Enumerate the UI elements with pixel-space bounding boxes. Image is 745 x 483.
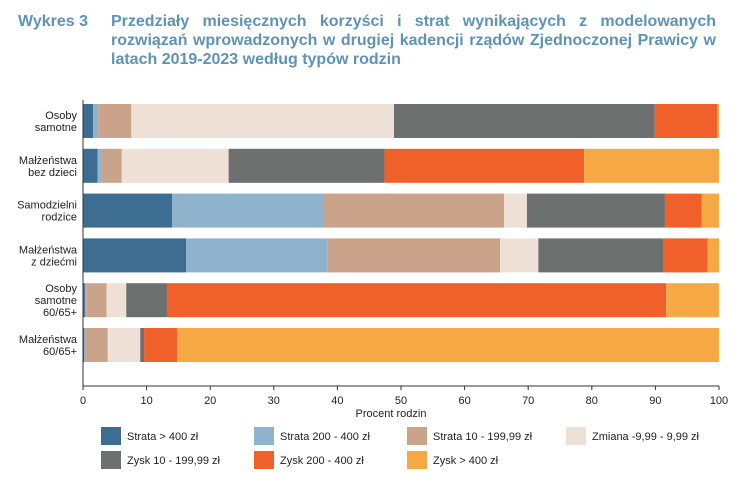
legend-swatch xyxy=(254,451,274,469)
x-tick-label: 20 xyxy=(204,395,216,407)
legend-label: Strata 200 - 400 zł xyxy=(280,431,370,443)
category-label: z dziećmi xyxy=(31,256,77,268)
bar-segment xyxy=(106,283,127,318)
bar-segment xyxy=(83,148,98,183)
bar-segment xyxy=(500,238,539,273)
category-label: Osoby xyxy=(45,110,77,122)
category-label: 60/65+ xyxy=(43,307,77,319)
bar-segment xyxy=(83,283,85,318)
bar-segment xyxy=(83,238,187,273)
bar-segment xyxy=(384,148,585,183)
bar-segment xyxy=(83,328,85,362)
bar-segment xyxy=(707,238,719,273)
bar-segment xyxy=(107,328,141,362)
bar-segment xyxy=(166,283,667,318)
category-label: Osoby xyxy=(45,283,77,295)
bar-segment xyxy=(654,104,718,138)
x-tick-label: 70 xyxy=(522,395,534,407)
x-axis-label: Procent rodzin xyxy=(356,408,427,420)
bar-segment xyxy=(228,148,385,183)
legend-label: Zysk 200 - 400 zł xyxy=(280,455,364,467)
category-label: samotne xyxy=(35,122,77,134)
legend-swatch xyxy=(566,427,586,445)
legend-swatch xyxy=(407,451,427,469)
bar-segment xyxy=(121,148,229,183)
legend-label: Zysk 10 - 199,99 zł xyxy=(127,455,220,467)
bar-segment xyxy=(717,104,719,138)
bar-segment xyxy=(131,104,395,138)
x-tick-label: 80 xyxy=(586,395,598,407)
x-tick-label: 0 xyxy=(80,395,86,407)
legend-swatch xyxy=(254,427,274,445)
bar-segment xyxy=(101,148,122,183)
category-label: bez dzieci xyxy=(28,167,77,179)
bar-segment xyxy=(701,193,719,228)
x-tick-label: 10 xyxy=(140,395,152,407)
bar-segment xyxy=(327,238,501,273)
legend-label: Strata > 400 zł xyxy=(127,431,199,443)
legend-swatch xyxy=(101,427,121,445)
legend-swatch xyxy=(101,451,121,469)
chart-title-prefix: Wykres 3 xyxy=(18,13,88,30)
bar-segment xyxy=(324,193,505,228)
x-tick-label: 100 xyxy=(710,395,728,407)
bar-segment xyxy=(666,283,719,318)
x-tick-label: 90 xyxy=(649,395,661,407)
bar-segment xyxy=(186,238,328,273)
bar-segment xyxy=(83,193,173,228)
bar-segment xyxy=(84,283,87,318)
category-label: Małżeństwa xyxy=(19,155,78,167)
bar-segment xyxy=(84,328,86,362)
bar-segment xyxy=(86,283,107,318)
x-tick-label: 40 xyxy=(331,395,343,407)
bar-segment xyxy=(394,104,655,138)
bar-segment xyxy=(526,193,665,228)
bar-segment xyxy=(584,148,719,183)
category-label: samotne xyxy=(35,295,77,307)
bar-segment xyxy=(126,283,167,318)
legend-label: Zysk > 400 zł xyxy=(433,455,499,467)
legend-label: Strata 10 - 199,99 zł xyxy=(433,431,533,443)
bar-segment xyxy=(663,238,708,273)
bar-segment xyxy=(97,148,102,183)
bar-segment xyxy=(144,328,178,362)
bar-segment xyxy=(504,193,527,228)
bar-segment xyxy=(664,193,702,228)
bar-segment xyxy=(538,238,664,273)
category-label: rodzice xyxy=(42,212,77,224)
bar-segment xyxy=(172,193,325,228)
chart-title-text: Przedziały miesięcznych korzyści i strat… xyxy=(111,13,716,68)
bar-segment xyxy=(140,328,145,362)
legend-label: Zmiana -9,99 - 9,99 zł xyxy=(592,431,700,443)
category-label: Małżeństwa xyxy=(19,244,78,256)
x-tick-label: 30 xyxy=(268,395,280,407)
x-tick-label: 50 xyxy=(395,395,407,407)
legend-swatch xyxy=(407,427,427,445)
category-label: Małżeństwa xyxy=(19,334,78,346)
bar-segment xyxy=(93,104,99,138)
x-tick-label: 60 xyxy=(458,395,470,407)
bar-segment xyxy=(83,104,94,138)
bar-segment xyxy=(177,328,719,362)
category-label: Samodzielni xyxy=(17,200,77,212)
bar-segment xyxy=(98,104,132,138)
bar-segment xyxy=(85,328,108,362)
category-label: 60/65+ xyxy=(43,346,77,358)
